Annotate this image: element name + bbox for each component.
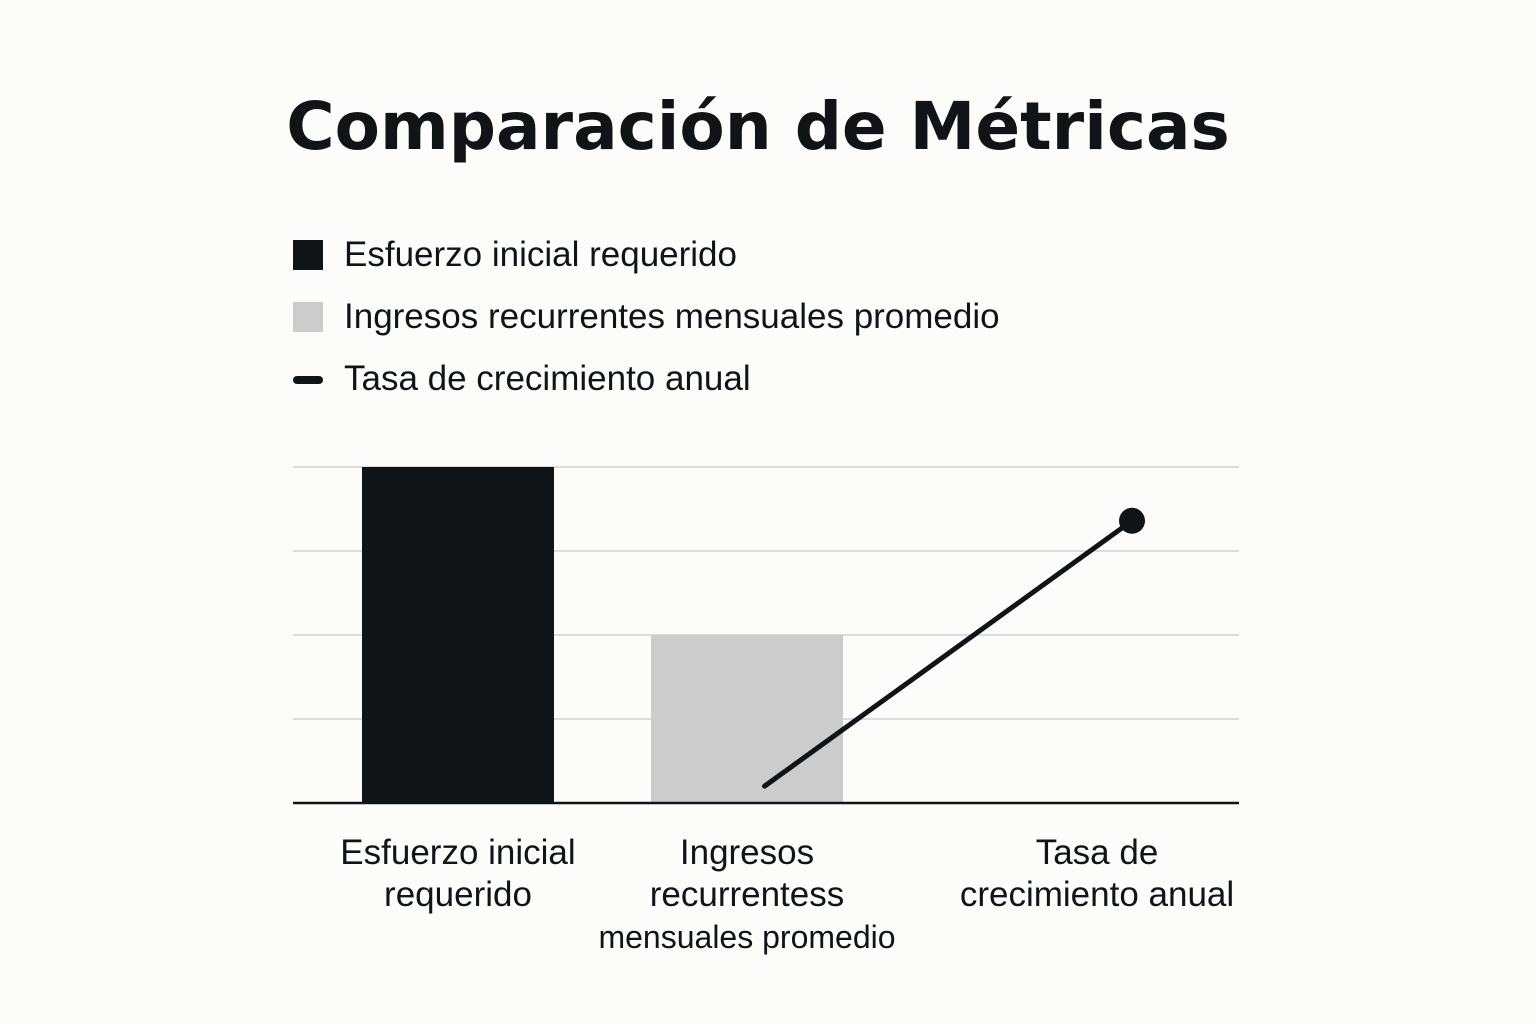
chart-title: Comparación de Métricas	[286, 88, 1230, 165]
x-tick-label-line: crecimiento anual	[959, 875, 1235, 914]
legend-line-tasa	[293, 376, 323, 384]
bar-0	[362, 467, 554, 803]
line-endpoint-marker	[1119, 507, 1145, 534]
x-tick-label-line: Tasa de	[1035, 833, 1159, 872]
x-tick-label-line: Ingresos	[679, 833, 815, 872]
line-series-tasa	[762, 518, 1135, 789]
legend-label-tasa: Tasa de crecimiento anual	[344, 359, 751, 398]
x-tick-label-line: Esfuerzo inicial	[340, 833, 576, 872]
bar-1	[651, 635, 843, 803]
x-tick-label-2: Tasa de crecimiento anual	[917, 832, 1277, 916]
legend-swatch-esfuerzo	[293, 240, 323, 270]
legend-swatch-ingresos	[293, 302, 323, 332]
legend-label-esfuerzo: Esfuerzo inicial requerido	[344, 235, 737, 274]
legend-item-tasa: Tasa de crecimiento anual	[293, 356, 1093, 398]
x-tick-label-0: Esfuerzo inicial requerido	[278, 832, 638, 916]
x-tick-label-line: requerido	[384, 875, 532, 914]
legend-item-ingresos: Ingresos recurrentes mensuales promedio	[293, 294, 1093, 336]
legend-item-esfuerzo: Esfuerzo inicial requerido	[293, 232, 1093, 274]
x-tick-label-line: mensuales promedio	[598, 919, 896, 955]
x-tick-label-line: recurrentess	[649, 875, 845, 914]
legend-label-ingresos: Ingresos recurrentes mensuales promedio	[344, 297, 1000, 336]
x-tick-label-1: Ingresos recurrentess mensuales promedio	[567, 832, 927, 958]
